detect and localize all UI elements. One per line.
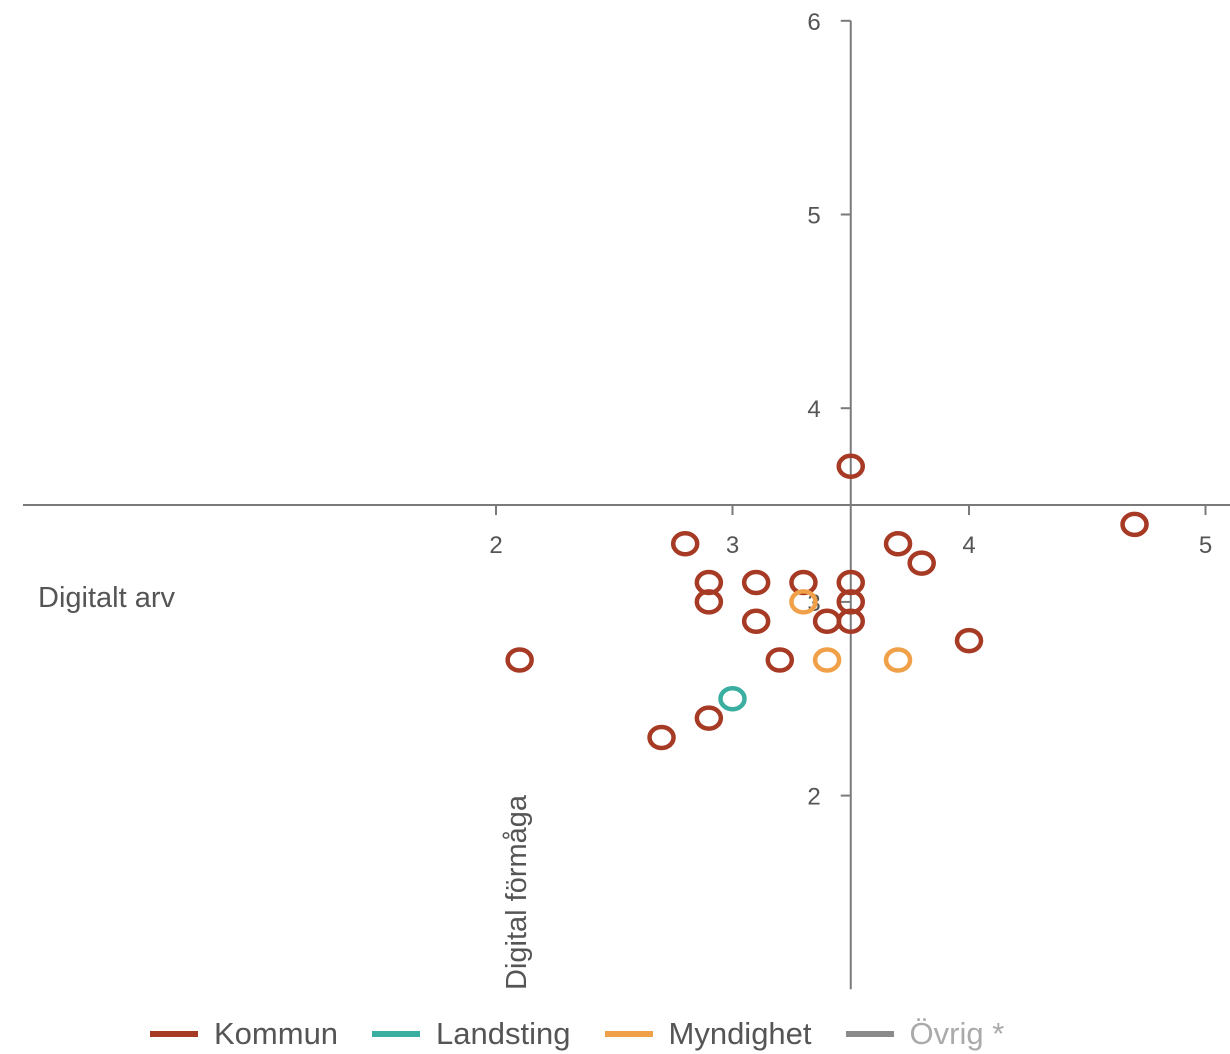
series-landsting xyxy=(718,686,747,712)
data-point xyxy=(694,589,724,615)
data-point xyxy=(718,686,747,712)
x-axis-title: Digitalt arv xyxy=(38,582,175,614)
x-tick-label-3: 3 xyxy=(726,532,739,559)
data-point xyxy=(836,608,865,635)
legend-item: Landsting xyxy=(372,1016,571,1052)
data-point xyxy=(789,589,818,615)
legend-label: Kommun xyxy=(214,1016,339,1051)
data-point xyxy=(836,453,865,480)
y-tick-label-2: 2 xyxy=(807,784,820,811)
data-point xyxy=(883,531,913,557)
y-tick-label-4: 4 xyxy=(807,396,820,423)
legend-label: Övrig * xyxy=(909,1016,1005,1051)
legend-swatch xyxy=(604,1031,653,1037)
data-point xyxy=(647,724,676,751)
legend-label: Myndighet xyxy=(668,1016,812,1051)
data-point xyxy=(670,531,700,557)
tick-labels: 2345623456 xyxy=(489,9,1212,811)
legend-item: Övrig * xyxy=(845,1016,1005,1052)
data-points xyxy=(505,453,1149,751)
x-tick-label-4: 4 xyxy=(962,532,975,559)
data-point xyxy=(765,647,795,673)
data-point xyxy=(1120,511,1149,538)
data-point xyxy=(812,608,842,635)
data-point xyxy=(907,550,936,576)
legend-item: Kommun xyxy=(150,1016,338,1052)
tick-marks xyxy=(495,19,1207,797)
legend-swatch xyxy=(372,1031,421,1037)
data-point xyxy=(505,647,534,673)
series-myndighet xyxy=(789,589,913,673)
y-tick-label-5: 5 xyxy=(807,203,820,230)
axes xyxy=(23,20,1230,990)
x-tick-label-5: 5 xyxy=(1199,532,1212,559)
data-point xyxy=(883,647,913,673)
data-point xyxy=(954,627,984,654)
data-point xyxy=(741,569,771,596)
legend-item: Myndighet xyxy=(604,1016,812,1052)
data-point xyxy=(694,705,724,731)
legend-swatch xyxy=(845,1031,894,1037)
legend-label: Landsting xyxy=(436,1016,571,1051)
legend-swatch xyxy=(150,1031,198,1037)
series-kommun xyxy=(505,453,1149,751)
scatter-chart: 2345623456 Digitalt arv Digital förmåga xyxy=(23,9,1230,990)
y-axis-title: Digital förmåga xyxy=(501,794,533,990)
x-tick-label-2: 2 xyxy=(489,532,502,559)
data-point xyxy=(741,608,771,635)
data-point xyxy=(812,647,842,673)
legend: Kommun Landsting Myndighet Övrig * xyxy=(150,1014,1004,1054)
y-tick-label-6: 6 xyxy=(807,9,820,36)
